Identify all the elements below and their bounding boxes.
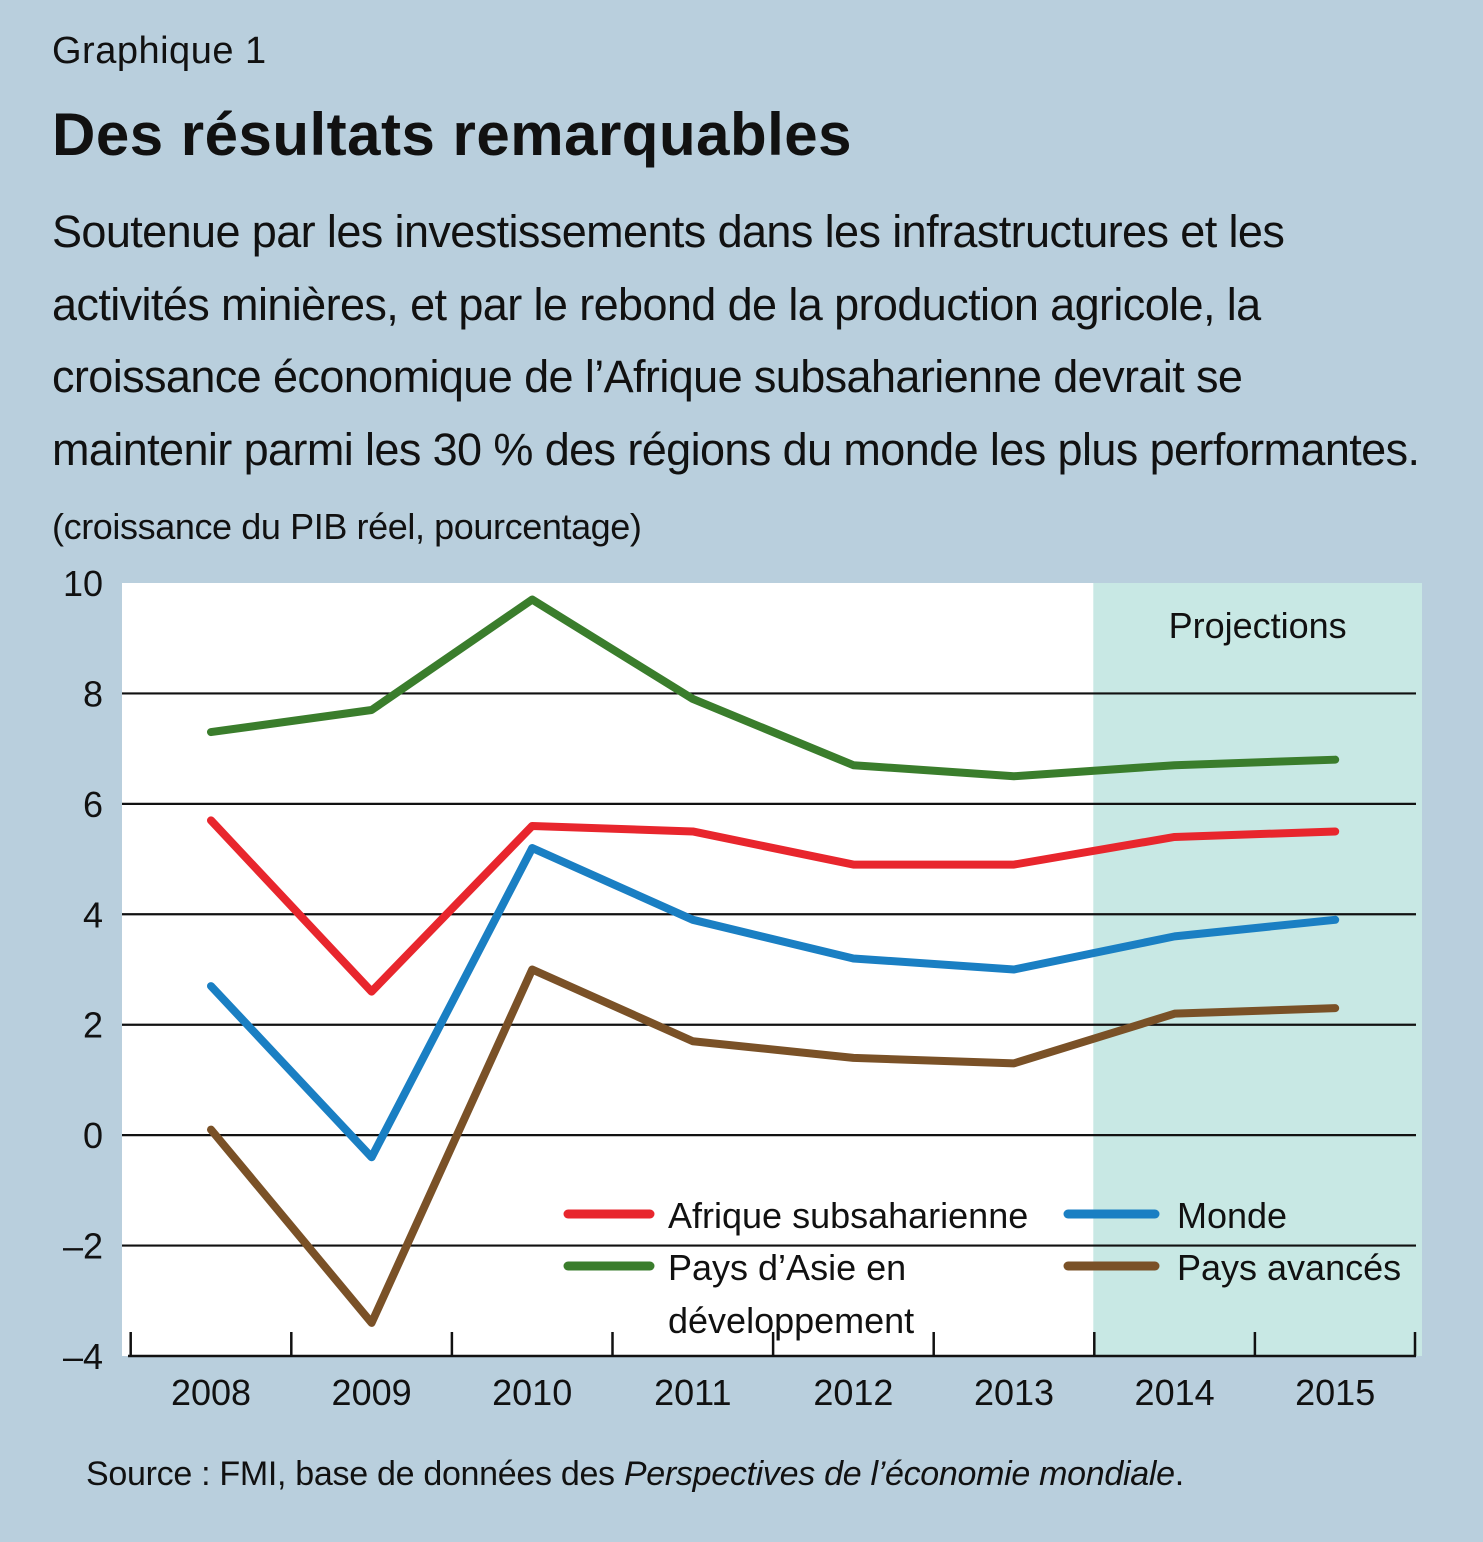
x-tick-label: 2013 [974, 1372, 1054, 1413]
y-tick-label: –4 [63, 1336, 103, 1377]
legend-label: Pays avancés [1177, 1247, 1401, 1288]
units-label: (croissance du PIB réel, pourcentage) [52, 506, 642, 547]
y-tick-label: 10 [63, 563, 103, 604]
y-tick-label: 6 [83, 784, 103, 825]
y-tick-label: –2 [63, 1226, 103, 1267]
source-prefix: Source : FMI, base de données des [86, 1455, 624, 1493]
y-tick-label: 4 [83, 894, 103, 935]
series-line-3 [207, 965, 1340, 1327]
legend-label: Afrique subsaharienne [668, 1195, 1028, 1236]
x-tick-label: 2009 [332, 1372, 412, 1413]
projection-band [1093, 583, 1422, 1356]
series-line-2 [207, 595, 1340, 781]
source-publication: Perspectives de l’économie mondiale [623, 1455, 1175, 1493]
legend-label: Pays d’Asie en [668, 1247, 906, 1288]
legend-label: Monde [1177, 1195, 1287, 1236]
y-tick-label: 8 [83, 673, 103, 714]
x-tick-label: 2015 [1295, 1372, 1375, 1413]
x-tick-label: 2011 [654, 1372, 731, 1413]
y-tick-label: 0 [83, 1115, 103, 1156]
projection-label: Projections [1169, 605, 1347, 646]
y-tick-label: 2 [83, 1005, 103, 1046]
x-tick-label: 2010 [492, 1372, 572, 1413]
series-line-1 [207, 844, 1340, 1162]
source-suffix: . [1174, 1455, 1184, 1493]
source-note: Source : FMI, base de données des Perspe… [86, 1455, 1184, 1494]
series-line-0 [207, 816, 1340, 996]
graph-number: Graphique 1 [52, 30, 267, 72]
chart-subtitle: Soutenue par les investissements dans le… [52, 206, 1420, 475]
x-tick-label: 2008 [171, 1372, 251, 1413]
x-tick-label: 2012 [813, 1372, 893, 1413]
legend-label: développement [668, 1300, 914, 1341]
x-tick-label: 2014 [1135, 1372, 1215, 1413]
chart-title: Des résultats remarquables [52, 101, 853, 168]
